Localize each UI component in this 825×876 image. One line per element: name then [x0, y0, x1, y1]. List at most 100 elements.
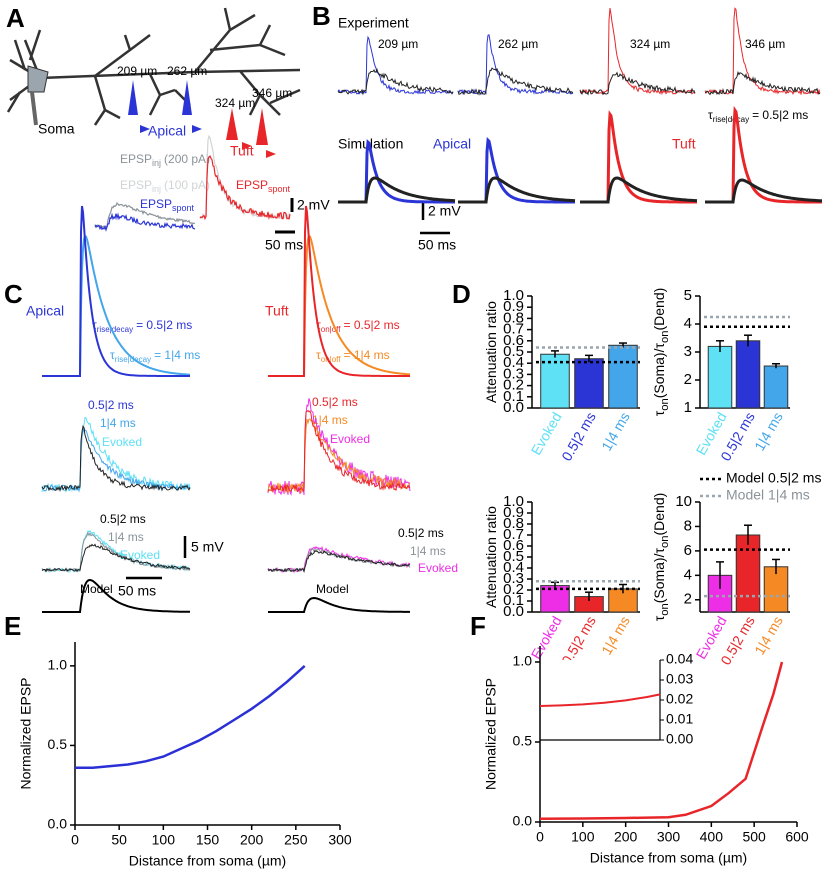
trace: [457, 67, 574, 96]
x-axis-label: Distance from soma (µm): [129, 853, 286, 869]
scale-label: 50 ms: [265, 237, 303, 253]
electrodes: [30, 80, 276, 158]
line: [75, 664, 306, 769]
bar: [763, 365, 789, 409]
text: = 1|4 ms: [154, 348, 200, 362]
trace-label: 0.5|2 ms: [100, 512, 146, 526]
simulation-label: Simulation: [338, 136, 403, 152]
trace: [268, 205, 410, 377]
tuft-label: Tuft: [265, 303, 289, 319]
x-tick-label: 100: [571, 829, 595, 845]
subscript: rise|decay: [713, 115, 749, 124]
trace-label: 1|4 ms: [100, 416, 136, 430]
y-tick-label: 8: [684, 517, 692, 534]
y-tick-label: 1.0: [503, 287, 524, 304]
trace: [268, 596, 410, 613]
text: τ: [316, 348, 321, 362]
y-axis-label: Attenuation ratio: [483, 301, 499, 403]
scale-label: 2 mV: [297, 197, 330, 213]
y-tick-label: 0.7: [503, 321, 524, 338]
y-tick-label: 3: [684, 343, 692, 360]
distance-label: 209 µm: [117, 64, 157, 78]
text: τ: [651, 615, 667, 621]
text: (Soma)/τ: [651, 548, 667, 604]
y-tick-label: 0.5: [503, 548, 524, 565]
panel-label: E: [4, 611, 21, 641]
trace: [267, 418, 411, 494]
trace: [94, 202, 196, 229]
distance-label: 262 µm: [498, 37, 538, 51]
y-tick-label: 1.0: [503, 493, 524, 510]
text: EPSP: [236, 178, 268, 192]
scale-label: 50 ms: [118, 583, 156, 599]
text: (100 pA): [164, 178, 210, 192]
trace: [337, 35, 454, 95]
category-label: 1|4 ms: [751, 613, 786, 657]
x-tick-label: 250: [284, 832, 308, 848]
x-tick-label: 200: [614, 829, 638, 845]
panel-label: A: [6, 3, 25, 33]
text: = 0.5|2 ms: [752, 108, 808, 122]
y-tick-label: 0.2: [503, 581, 524, 598]
trace: [41, 424, 191, 493]
category-label: Evoked: [528, 613, 565, 661]
trace: [338, 176, 456, 204]
y-tick-label: 0.3: [503, 365, 524, 382]
y-tick-label: 0.6: [503, 332, 524, 349]
epsp-inj-label: EPSPinj (100 pA): [120, 178, 210, 194]
y-tick-label: 0.3: [503, 570, 524, 587]
y-tick-label: 0.6: [503, 537, 524, 554]
x-tick-label: 50: [111, 832, 127, 848]
model-label: Model: [316, 582, 349, 596]
category-label: Evoked: [528, 409, 565, 457]
text: = 0.5|2 ms: [136, 318, 192, 332]
trace: [199, 154, 291, 221]
voltage-traces: [41, 7, 822, 613]
line: [539, 661, 784, 821]
text: (Soma)/τ: [651, 343, 667, 399]
trace: [580, 176, 698, 204]
text: τ: [651, 410, 667, 416]
y-tick-label: 0.0: [503, 399, 524, 416]
bar: [735, 534, 761, 613]
text: (Dend): [651, 493, 667, 536]
text: Attenuation ratio: [483, 301, 499, 403]
distance-label: 346 µm: [745, 37, 785, 51]
y-axis-label: Attenuation ratio: [483, 506, 499, 608]
trace: [199, 134, 291, 220]
subscript: on|off: [321, 325, 342, 334]
trace: [704, 70, 820, 96]
y-tick-label: 0.2: [503, 377, 524, 394]
text: EPSP: [120, 178, 152, 192]
y-tick-label: 0.0: [513, 813, 533, 829]
x-axis-label: Distance from soma (µm): [590, 850, 747, 866]
tau-label: τon|off = 1|4 ms: [316, 348, 390, 364]
neuron-morphology: [6, 7, 301, 126]
tau-label: τon|off = 0.5|2 ms: [316, 318, 400, 334]
panel-label: B: [312, 1, 331, 31]
trace-label: 0.5|2 ms: [398, 526, 444, 540]
soma-label: Soma: [38, 121, 75, 137]
y-axis-label: Normalized EPSP: [483, 678, 499, 790]
tau-label: τrise|decay = 1|4 ms: [110, 348, 200, 364]
y-tick-label: 1: [684, 399, 692, 416]
subscript: spont: [172, 203, 195, 213]
trace-label: Evoked: [418, 561, 458, 575]
category-label: 1|4 ms: [598, 409, 633, 453]
y2-tick-label: 0.00: [666, 731, 693, 747]
y2-tick-label: 0.02: [666, 691, 693, 707]
text: Attenuation ratio: [483, 506, 499, 608]
trace: [579, 71, 696, 96]
trace: [705, 178, 822, 204]
y-tick-label: 0.7: [503, 526, 524, 543]
y-tick-label: 1.0: [513, 653, 533, 669]
legend-label: Model 0.5|2 ms: [726, 470, 821, 486]
text: (Dend): [651, 288, 667, 331]
y2-tick-label: 0.04: [666, 651, 693, 667]
text: on: [659, 398, 671, 410]
epsp-spont-label: EPSPspont: [140, 197, 195, 213]
text: = 1|4 ms: [343, 348, 389, 362]
trace: [705, 105, 822, 204]
y-tick-label: 0.0: [48, 816, 68, 832]
